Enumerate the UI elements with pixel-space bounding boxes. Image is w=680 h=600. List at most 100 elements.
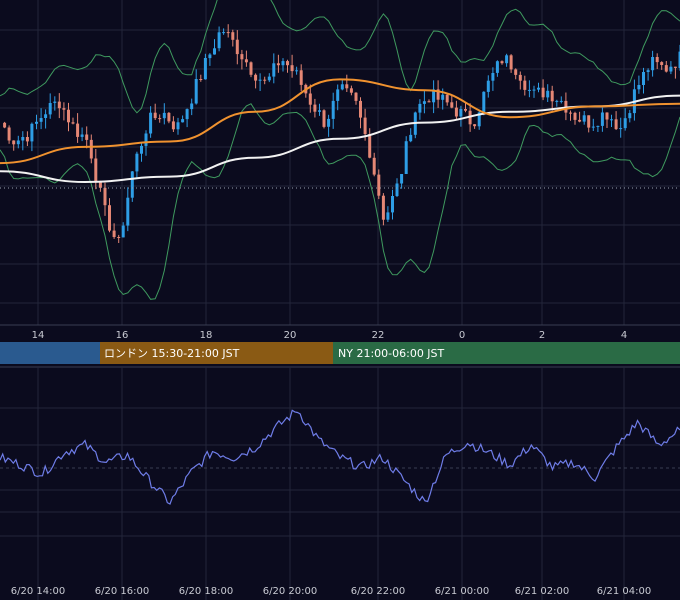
candle-body [368, 134, 372, 158]
candle-body [445, 94, 449, 103]
oscillator-grid [0, 367, 680, 600]
candle-body [400, 174, 404, 184]
candle-body [363, 117, 367, 134]
candle-body [345, 84, 349, 89]
candle-body [85, 134, 89, 140]
candle-body [94, 158, 98, 182]
candle-body [313, 104, 317, 112]
candle-body [546, 90, 550, 98]
candle-body [642, 72, 645, 85]
candle-body [669, 66, 673, 72]
candle-body [678, 51, 680, 68]
candle-body [427, 101, 431, 103]
candle-body [35, 121, 38, 124]
candle-body [203, 58, 207, 80]
bottom-tick-label: 6/20 16:00 [95, 586, 149, 597]
candle-body [391, 196, 394, 213]
bottom-tick-label: 6/20 20:00 [263, 586, 317, 597]
bottom-tick-label: 6/21 02:00 [515, 586, 569, 597]
candle-body [286, 61, 289, 66]
candle-body [354, 92, 358, 101]
candle-body [491, 73, 495, 81]
bottom-tick-label: 6/21 00:00 [435, 586, 489, 597]
top-tick-label: 14 [32, 330, 45, 341]
bollinger-upper [0, 0, 680, 114]
candle-body [418, 103, 422, 113]
bottom-tick-label: 6/20 22:00 [351, 586, 405, 597]
candle-body [112, 230, 116, 237]
candle-body [226, 32, 230, 34]
candle-body [258, 79, 262, 81]
candle-body [308, 93, 312, 105]
top-tick-label: 20 [284, 330, 297, 341]
candle-body [610, 119, 613, 121]
candle-body [71, 122, 75, 124]
candle-body [514, 69, 518, 75]
session-london-label: ロンドン 15:30-21:00 JST [104, 347, 240, 360]
candle-body [57, 101, 61, 109]
oscillator-pane [0, 409, 680, 505]
candle-body [235, 39, 239, 55]
candle-body [7, 127, 11, 141]
candle-body [98, 181, 102, 188]
candle-body [295, 70, 299, 72]
candle-body [135, 153, 139, 172]
candle-body [44, 114, 48, 118]
candle-body [509, 55, 513, 70]
candle-body [208, 54, 212, 59]
candle-body [454, 107, 458, 117]
bollinger-bands [0, 0, 680, 300]
candle-body [153, 112, 157, 119]
candle-body [322, 110, 326, 127]
candle-body [16, 140, 20, 145]
candle-body [386, 212, 390, 220]
top-tick-label: 0 [459, 330, 465, 341]
top-tick-label: 18 [200, 330, 213, 341]
candle-body [217, 32, 221, 49]
candle-body [76, 123, 80, 137]
candle-body [25, 137, 29, 142]
candle-body [527, 89, 531, 91]
candle-body [500, 61, 504, 64]
candle-body [162, 112, 166, 119]
candle-body [53, 101, 57, 103]
candle-body [569, 112, 572, 114]
candle-body [573, 112, 577, 120]
oscillator-line [0, 409, 680, 505]
candle-body [89, 139, 93, 159]
top-tick-label: 16 [116, 330, 129, 341]
candle-body [628, 113, 632, 119]
candle-body [518, 74, 522, 81]
candle-body [39, 118, 43, 122]
candle-body [664, 65, 668, 72]
candle-body [660, 62, 664, 65]
candle-body [158, 118, 162, 120]
candle-body [3, 122, 7, 128]
candle-body [486, 80, 490, 92]
candle-body [244, 59, 248, 63]
candle-body [276, 63, 280, 66]
candle-body [67, 109, 70, 123]
candle-body [290, 65, 294, 72]
bollinger-lower [0, 103, 680, 300]
candle-body [222, 32, 226, 34]
candle-body [651, 57, 655, 71]
candle-body [477, 112, 481, 127]
moving-averages [0, 78, 680, 184]
candle-body [436, 89, 440, 100]
candle-body [605, 112, 609, 120]
candle-body [21, 137, 25, 141]
candle-body [495, 61, 499, 73]
candle-body [582, 115, 586, 122]
moving-average-white [0, 94, 680, 184]
candle-body [181, 119, 185, 123]
candle-body [130, 171, 134, 198]
bottom-time-axis: 6/20 14:00 6/20 16:00 6/20 18:00 6/20 20:00… [11, 586, 651, 597]
candle-body [199, 79, 203, 80]
candle-body [249, 62, 253, 75]
candle-body [299, 70, 303, 85]
candle-body [505, 55, 509, 64]
candle-body [537, 87, 540, 90]
